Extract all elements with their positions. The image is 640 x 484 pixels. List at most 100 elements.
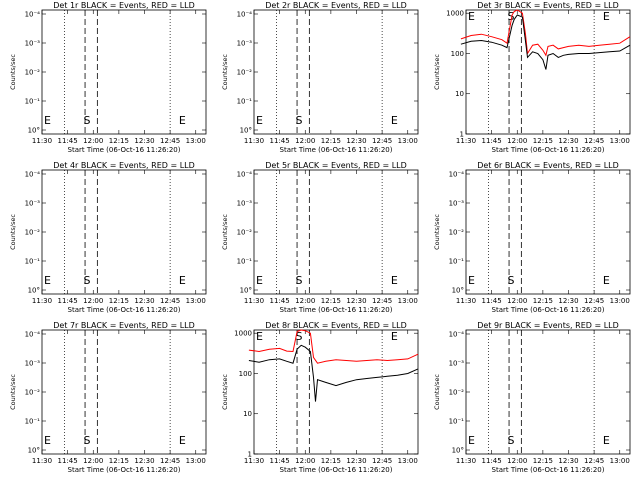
x-tick-label: 11:45 <box>58 457 78 465</box>
y-tick-label: 100 <box>239 370 252 378</box>
y-axis-label: Counts/sec <box>221 214 229 250</box>
x-tick-label: 11:45 <box>482 297 502 305</box>
x-tick-label: 11:30 <box>32 137 52 145</box>
y-tick-label: 10° <box>28 447 40 455</box>
start-marker: S <box>508 434 515 447</box>
x-tick-label: 12:00 <box>83 137 103 145</box>
panel-title: Det 4r BLACK = Events, RED = LLD <box>53 161 195 170</box>
x-axis-label: Start Time (06-Oct-16 11:26:20) <box>68 146 181 154</box>
y-tick-label: 10⁻³ <box>25 200 41 208</box>
start-marker: S <box>84 114 91 127</box>
y-tick-label: 10⁻⁴ <box>449 171 465 179</box>
x-tick-label: 12:15 <box>321 137 341 145</box>
end-marker: E <box>603 434 610 447</box>
end-marker: E <box>179 274 186 287</box>
end-marker: E <box>391 274 398 287</box>
x-tick-label: 12:00 <box>507 457 527 465</box>
x-tick-label: 12:45 <box>160 297 180 305</box>
panel-title: Det 7r BLACK = Events, RED = LLD <box>53 321 195 330</box>
x-tick-label: 12:30 <box>346 297 366 305</box>
y-tick-label: 10⁻⁴ <box>25 171 41 179</box>
end-marker: E <box>391 330 398 343</box>
y-tick-label: 10⁻³ <box>25 40 41 48</box>
panel-det-4r: Det 4r BLACK = Events, RED = LLD 11:30 11:… <box>9 161 207 314</box>
panel-title: Det 5r BLACK = Events, RED = LLD <box>265 161 407 170</box>
x-tick-label: 12:00 <box>295 137 315 145</box>
panel-title: Det 3r BLACK = Events, RED = LLD <box>477 1 619 10</box>
y-tick-label: 10⁻⁴ <box>25 331 41 339</box>
x-tick-label: 12:15 <box>321 297 341 305</box>
y-tick-label: 10⁻¹ <box>25 418 41 426</box>
start-edge-marker: E <box>256 274 263 287</box>
x-tick-label: 12:30 <box>134 457 154 465</box>
start-marker: S <box>296 274 303 287</box>
y-tick-label: 1000 <box>234 330 252 338</box>
x-tick-label: 12:30 <box>558 457 578 465</box>
start-marker: S <box>508 10 515 23</box>
x-axis-label: Start Time (06-Oct-16 11:26:20) <box>280 146 393 154</box>
panel-det-3r: Det 3r BLACK = Events, RED = LLD 11:30 11:… <box>433 1 631 154</box>
panel-det-1r: Det 1r BLACK = Events, RED = LLD 11:30 11:… <box>9 1 207 154</box>
x-tick-label: 11:45 <box>58 137 78 145</box>
x-tick-label: 12:00 <box>83 297 103 305</box>
x-tick-label: 11:30 <box>456 457 476 465</box>
panel-det-2r: Det 2r BLACK = Events, RED = LLD 11:30 11:… <box>221 1 419 154</box>
y-tick-label: 1 <box>248 451 252 459</box>
y-tick-label: 100 <box>451 50 464 58</box>
start-edge-marker: E <box>468 274 475 287</box>
x-tick-label: 12:45 <box>372 457 392 465</box>
x-tick-label: 12:30 <box>558 137 578 145</box>
panel-title: Det 2r BLACK = Events, RED = LLD <box>265 1 407 10</box>
y-tick-label: 1 <box>460 131 464 139</box>
x-tick-label: 11:30 <box>456 297 476 305</box>
x-tick-label: 12:45 <box>584 297 604 305</box>
y-tick-label: 10⁻⁴ <box>237 171 253 179</box>
plot-frame <box>253 329 419 455</box>
end-marker: E <box>179 434 186 447</box>
y-tick-label: 10° <box>28 287 40 295</box>
y-tick-label: 10⁻¹ <box>237 98 253 106</box>
start-edge-marker: E <box>44 274 51 287</box>
start-marker: S <box>296 114 303 127</box>
x-tick-label: 11:30 <box>32 457 52 465</box>
y-tick-label: 10° <box>452 287 464 295</box>
x-tick-label: 13:00 <box>398 297 418 305</box>
x-tick-label: 12:00 <box>295 457 315 465</box>
start-edge-marker: E <box>44 114 51 127</box>
y-tick-label: 10⁻³ <box>449 360 465 368</box>
start-edge-marker: E <box>468 10 475 23</box>
start-marker: S <box>84 274 91 287</box>
x-tick-label: 13:00 <box>610 457 630 465</box>
series-line-lld <box>460 9 631 57</box>
y-tick-label: 10⁻⁴ <box>25 11 41 19</box>
x-axis-label: Start Time (06-Oct-16 11:26:20) <box>280 466 393 474</box>
x-tick-label: 12:15 <box>109 297 129 305</box>
y-tick-label: 10⁻² <box>237 229 253 237</box>
start-edge-marker: E <box>468 434 475 447</box>
start-edge-marker: E <box>256 330 263 343</box>
x-tick-label: 12:30 <box>134 137 154 145</box>
x-tick-label: 12:15 <box>533 297 553 305</box>
y-tick-label: 10⁻⁴ <box>449 331 465 339</box>
x-tick-label: 12:15 <box>109 137 129 145</box>
x-tick-label: 12:45 <box>584 457 604 465</box>
x-axis-label: Start Time (06-Oct-16 11:26:20) <box>68 466 181 474</box>
y-tick-label: 10⁻³ <box>449 200 465 208</box>
x-tick-label: 12:45 <box>372 137 392 145</box>
y-tick-label: 10⁻² <box>25 389 41 397</box>
x-tick-label: 12:00 <box>295 297 315 305</box>
x-tick-label: 12:45 <box>372 297 392 305</box>
y-axis-label: Counts/sec <box>9 54 17 90</box>
y-tick-label: 10⁻³ <box>25 360 41 368</box>
y-tick-label: 10⁻¹ <box>449 418 465 426</box>
x-tick-label: 12:45 <box>160 457 180 465</box>
end-marker: E <box>603 10 610 23</box>
y-tick-label: 1000 <box>446 10 464 18</box>
y-tick-label: 10⁻² <box>25 69 41 77</box>
y-tick-label: 10⁻¹ <box>25 258 41 266</box>
start-edge-marker: E <box>44 434 51 447</box>
x-tick-label: 12:00 <box>507 137 527 145</box>
x-axis-label: Start Time (06-Oct-16 11:26:20) <box>492 306 605 314</box>
x-tick-label: 12:15 <box>109 457 129 465</box>
x-tick-label: 12:30 <box>134 297 154 305</box>
